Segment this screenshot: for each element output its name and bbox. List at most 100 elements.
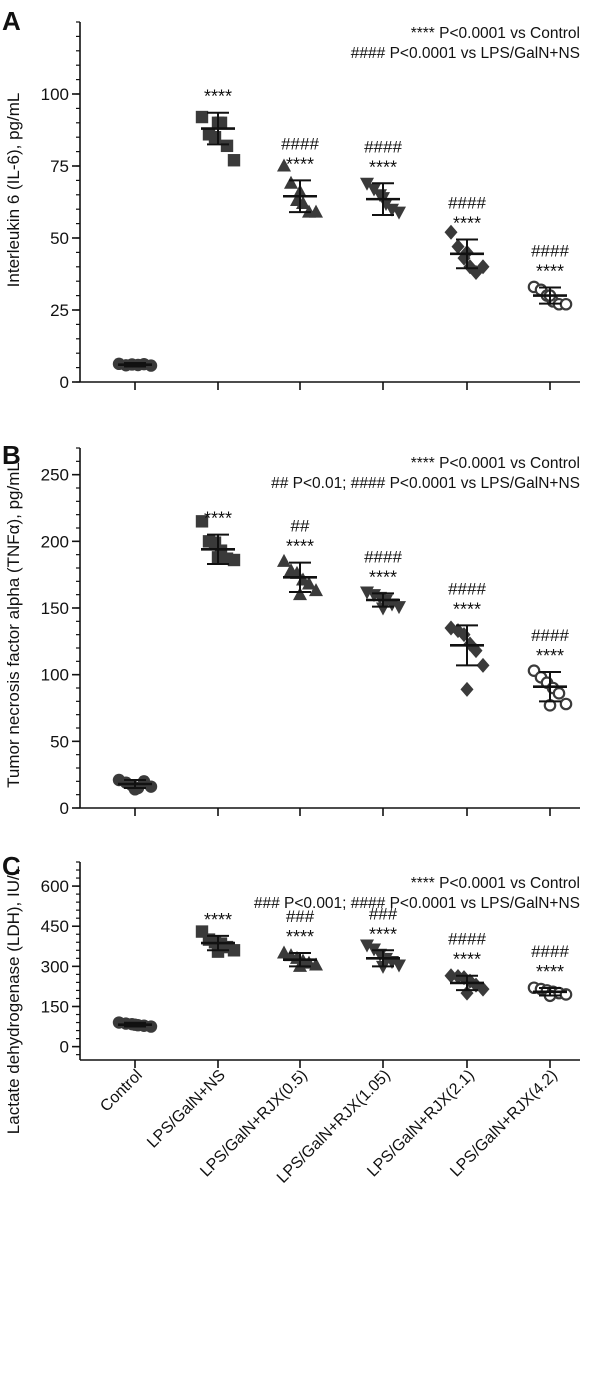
significance-hashes: #### xyxy=(364,547,402,566)
data-point xyxy=(220,139,234,153)
group-4: ****#### xyxy=(444,930,490,1001)
group-5: ****#### xyxy=(527,626,573,712)
data-point xyxy=(208,131,222,144)
y-tick-label: 200 xyxy=(41,532,69,551)
significance-stars: **** xyxy=(369,567,397,587)
significance-hashes: #### xyxy=(448,579,486,598)
data-point xyxy=(469,643,483,659)
panel-a: A 0 25 50 75 100 Interleukin 6 (IL-6), pg/mL **… xyxy=(2,6,580,392)
y-tick-label: 100 xyxy=(41,85,69,104)
significance-hashes: #### xyxy=(281,134,319,153)
data-point xyxy=(392,206,406,220)
data-point xyxy=(392,959,406,973)
y-tick-label: 450 xyxy=(41,917,69,936)
significance-hashes: ### xyxy=(286,907,315,926)
significance-stars: **** xyxy=(204,87,232,107)
group-5: ****#### xyxy=(527,242,573,311)
group-3: ****### xyxy=(360,904,406,974)
panel-label: B xyxy=(2,440,21,470)
x-category-label: LPS/GalN+NS xyxy=(144,1067,229,1152)
y-tick-label: 0 xyxy=(60,799,69,818)
significance-stars: **** xyxy=(286,154,314,174)
group-5: ****#### xyxy=(527,942,573,1003)
y-tick-label: 50 xyxy=(50,732,69,751)
group-1: **** xyxy=(195,910,241,958)
data-point xyxy=(444,224,458,240)
data-point xyxy=(476,981,490,997)
significance-stars: **** xyxy=(536,962,564,982)
group-2: ****### xyxy=(277,907,323,972)
y-tick-label: 100 xyxy=(41,666,69,685)
data-point xyxy=(277,553,291,567)
significance-stars: **** xyxy=(286,927,314,947)
group-2: ****## xyxy=(277,517,323,601)
group-3: ****#### xyxy=(360,137,406,220)
data-point xyxy=(195,110,209,124)
significance-hashes: ### xyxy=(369,904,398,923)
significance-hashes: #### xyxy=(531,942,569,961)
significance-hashes: #### xyxy=(364,137,402,156)
group-0 xyxy=(112,357,158,372)
data-point xyxy=(128,783,142,796)
significance-legend-line: **** P<0.0001 vs Control xyxy=(411,25,580,42)
significance-hashes: ## xyxy=(291,517,310,536)
panel-c: C 0 150 300 450 600 Lactate dehydrogenase (LDH… xyxy=(2,851,580,1134)
y-tick-label: 250 xyxy=(41,466,69,485)
significance-stars: **** xyxy=(536,646,564,666)
panel-label: A xyxy=(2,6,21,36)
data-point xyxy=(227,154,241,167)
y-tick-label: 25 xyxy=(50,301,69,320)
data-point xyxy=(476,657,490,673)
panel-b: B 0 50 100 150 200 250 Tumor necrosis factor al… xyxy=(2,440,580,818)
significance-stars: **** xyxy=(453,950,481,970)
y-axis-title: Tumor necrosis factor alpha (TNFα), pg/m… xyxy=(4,462,23,788)
group-3: ****#### xyxy=(360,547,406,616)
data-point xyxy=(360,177,374,191)
significance-stars: **** xyxy=(453,599,481,619)
significance-stars: **** xyxy=(369,157,397,177)
data-point xyxy=(144,1020,158,1033)
group-0 xyxy=(112,1016,158,1033)
data-point xyxy=(476,259,490,275)
data-point xyxy=(559,297,573,311)
y-tick-label: 150 xyxy=(41,997,69,1016)
data-point xyxy=(302,576,316,590)
data-point xyxy=(460,681,474,697)
y-axis-title: Interleukin 6 (IL-6), pg/mL xyxy=(4,93,23,288)
data-point xyxy=(277,158,291,172)
group-1: **** xyxy=(195,509,241,567)
data-point xyxy=(309,957,323,971)
data-point xyxy=(284,175,298,189)
significance-stars: **** xyxy=(204,509,232,529)
group-2: ****#### xyxy=(277,134,323,218)
data-point xyxy=(144,780,158,793)
significance-hashes: #### xyxy=(531,242,569,261)
significance-stars: **** xyxy=(369,924,397,944)
y-tick-label: 0 xyxy=(60,1038,69,1057)
data-point xyxy=(293,587,307,601)
group-4: ****#### xyxy=(444,193,490,281)
significance-stars: **** xyxy=(204,910,232,930)
significance-legend-line: **** P<0.0001 vs Control xyxy=(411,455,580,472)
data-point xyxy=(451,239,465,255)
significance-hashes: #### xyxy=(448,193,486,212)
data-point xyxy=(559,697,573,711)
data-point xyxy=(227,944,241,957)
y-tick-label: 0 xyxy=(60,373,69,392)
significance-legend-line: #### P<0.0001 vs LPS/GalN+NS xyxy=(351,45,580,62)
significance-legend-line: ## P<0.01; #### P<0.0001 vs LPS/GalN+NS xyxy=(271,475,580,492)
data-point xyxy=(195,515,209,528)
data-point xyxy=(309,204,323,218)
group-0 xyxy=(112,773,158,796)
data-point xyxy=(227,553,241,567)
significance-legend-line: ### P<0.001; #### P<0.0001 vs LPS/GalN+N… xyxy=(254,895,580,912)
data-point xyxy=(309,583,323,597)
panel-label: C xyxy=(2,851,21,881)
significance-hashes: #### xyxy=(531,626,569,645)
y-tick-label: 600 xyxy=(41,877,69,896)
significance-stars: **** xyxy=(453,213,481,233)
significance-stars: **** xyxy=(286,537,314,557)
significance-stars: **** xyxy=(536,262,564,282)
y-axis-title: Lactate dehydrogenase (LDH), IU/L xyxy=(4,866,23,1134)
